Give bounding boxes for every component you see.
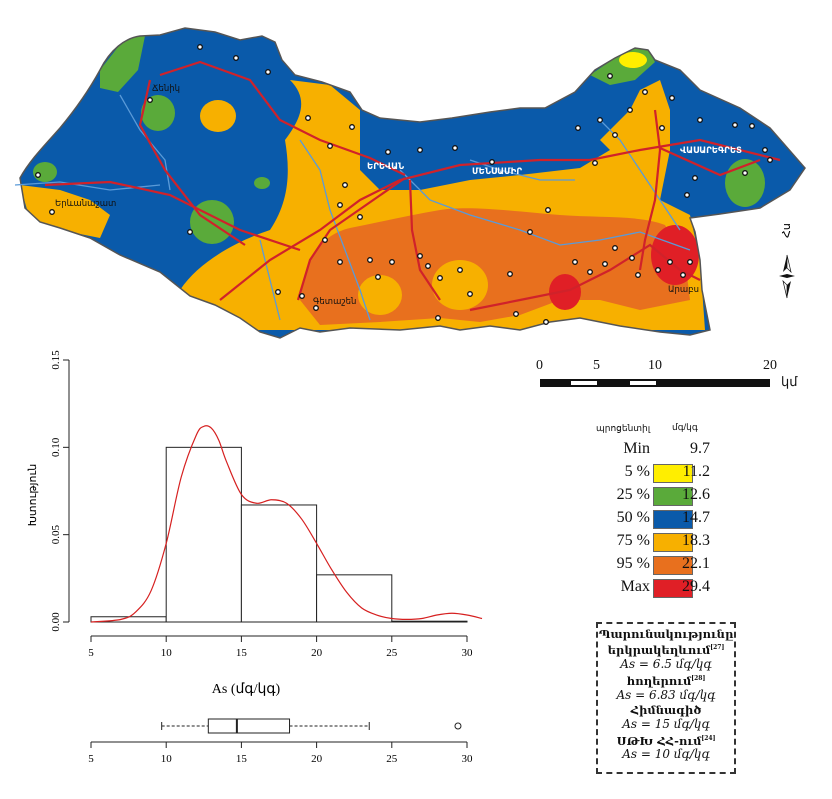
legend-header-left: պրոցենտիլ xyxy=(596,423,651,433)
histogram-boxplot-chart: 5 10 15 20 25 30 0.00 0.05 0.10 0.15 As (մգ/կգ) Խ… xyxy=(27,350,483,765)
boxplot-x-tick-label: 5 xyxy=(88,753,94,765)
boxplot-x-tick-label: 20 xyxy=(311,753,323,765)
density-curve xyxy=(90,425,483,623)
legend-row: 75 % 18.3 xyxy=(590,530,710,552)
info-item-value: As = 10 մգ/կգ xyxy=(622,747,710,762)
x-tick-label: 30 xyxy=(462,647,474,659)
zone-p25 xyxy=(100,36,145,92)
scale-tick-label: 10 xyxy=(648,358,662,373)
boxplot-box xyxy=(207,718,291,734)
region-boundary xyxy=(19,27,806,339)
legend-value: 12.6 xyxy=(682,486,710,503)
y-tick-label: 0.00 xyxy=(50,612,62,632)
boxplot-x-tick-label: 10 xyxy=(161,753,173,765)
legend-value: 11.2 xyxy=(682,463,710,480)
north-label: Հս xyxy=(781,223,793,238)
zone-p25 xyxy=(725,159,765,207)
boxplot-outlier xyxy=(454,722,462,730)
info-item-value: As = 6.5 մգ/կգ xyxy=(620,656,712,671)
x-tick-label: 5 xyxy=(88,647,94,659)
legend-label: 95 % xyxy=(616,555,650,572)
legend-row: Min 9.7 xyxy=(590,438,710,460)
legend-swatch xyxy=(653,556,693,575)
x-axis-label: As (մգ/կգ) xyxy=(212,682,281,697)
info-item-title: Պարունակությունը երկրակեղևում[27] xyxy=(598,627,734,657)
legend-swatch xyxy=(653,487,693,506)
y-axis-label: Խտություն xyxy=(27,464,39,526)
density-curve-line xyxy=(90,425,483,623)
reference-values-box: Պարունակությունը երկրակեղևում[27] As = 6… xyxy=(596,622,736,774)
info-item-title: Հիմնագիծ xyxy=(630,702,702,717)
legend-value: 9.7 xyxy=(690,440,710,457)
scale-tick-label: 5 xyxy=(593,358,600,373)
info-item-title: հողերում[28] xyxy=(626,673,706,688)
y-tick-label: 0.15 xyxy=(50,350,62,370)
legend-row: Max 29.4 xyxy=(590,576,710,598)
sample-points xyxy=(35,44,773,325)
boxplot-x-tick-label: 15 xyxy=(236,753,248,765)
histogram-bar xyxy=(391,620,468,623)
place-label: Ճենիկ xyxy=(152,84,180,94)
x-tick-label: 15 xyxy=(236,647,248,659)
scale-tick-label: 0 xyxy=(536,358,543,373)
histogram-bars xyxy=(90,446,468,623)
scale-bar-line xyxy=(540,379,770,387)
boxplot-axis: 5 10 15 20 25 30 xyxy=(88,741,474,765)
y-tick-label: 0.05 xyxy=(50,525,62,545)
place-label: Արաբս xyxy=(668,285,699,295)
zone-p75-island xyxy=(358,275,402,315)
legend-label: 50 % xyxy=(616,509,650,526)
histogram-bar xyxy=(240,504,318,623)
place-label: ՎԱՍԱՐԵԳՐԵՏ xyxy=(680,146,742,156)
boxplot-x-tick-label: 25 xyxy=(386,753,398,765)
info-item-title: ՍԹԽ ՀՀ-ում[24] xyxy=(616,733,716,748)
zone-p75-island xyxy=(200,100,236,132)
legend-value: 22.1 xyxy=(682,555,710,572)
place-label: ԵՐԵՎԱՆ xyxy=(367,162,404,172)
legend-header-right: մգ/կգ xyxy=(672,422,698,432)
legend-row: 95 % 22.1 xyxy=(590,553,710,575)
legend-swatch xyxy=(653,533,693,552)
legend-label: 25 % xyxy=(616,486,650,503)
y-tick-label: 0.10 xyxy=(50,437,62,457)
zone-p25 xyxy=(141,95,175,131)
boxplot-x-tick-label: 30 xyxy=(462,753,474,765)
x-tick-label: 25 xyxy=(386,647,398,659)
roads xyxy=(44,60,781,312)
zone-p5 xyxy=(619,52,647,68)
legend-row: 25 % 12.6 xyxy=(590,484,710,506)
info-item-value: As = 15 մգ/կգ xyxy=(622,716,710,731)
north-arrow-icon: Հս xyxy=(779,223,795,299)
arsenic-distribution-map: Ճենիկ ԵՐԵՎԱՆ ՄԵՆՍԱՄԻՐ ՎԱՍԱՐԵԳՐԵՏ Երևանաշ… xyxy=(14,27,806,339)
scale-tick-label: 20 xyxy=(763,358,777,373)
zone-p25 xyxy=(33,162,57,182)
zone-p25-island xyxy=(254,177,270,189)
place-labels: Ճենիկ ԵՐԵՎԱՆ ՄԵՆՍԱՄԻՐ ՎԱՍԱՐԵԳՐԵՏ Երևանաշ… xyxy=(55,84,742,307)
legend-label: Min xyxy=(623,440,650,457)
info-item-value: As = 6.83 մգ/կգ xyxy=(616,687,716,702)
legend-value: 18.3 xyxy=(682,532,710,549)
zone-p75-west xyxy=(20,185,110,238)
histogram-bar xyxy=(165,446,242,623)
legend-value: 14.7 xyxy=(682,509,710,526)
legend-value: 29.4 xyxy=(682,578,710,595)
legend-row: 50 % 14.7 xyxy=(590,507,710,529)
legend-swatch xyxy=(653,510,693,529)
place-label: Երևանաշատ xyxy=(55,199,116,209)
legend-label: 75 % xyxy=(616,532,650,549)
legend-swatch xyxy=(653,579,693,598)
legend-row: 5 % 11.2 xyxy=(590,461,710,483)
histogram-axes: 5 10 15 20 25 30 0.00 0.05 0.10 0.15 xyxy=(50,350,473,659)
legend-swatch xyxy=(653,464,693,483)
x-tick-label: 10 xyxy=(161,647,173,659)
place-label: ՄԵՆՍԱՄԻՐ xyxy=(472,167,522,177)
scale-unit: կմ xyxy=(781,374,798,389)
x-tick-label: 20 xyxy=(311,647,323,659)
boxplot xyxy=(161,718,462,734)
legend-label: Max xyxy=(620,578,650,595)
histogram-bar xyxy=(316,574,393,623)
zone-p75-island xyxy=(432,260,488,310)
legend-label: 5 % xyxy=(624,463,650,480)
place-label: Գետաշեն xyxy=(313,297,356,307)
